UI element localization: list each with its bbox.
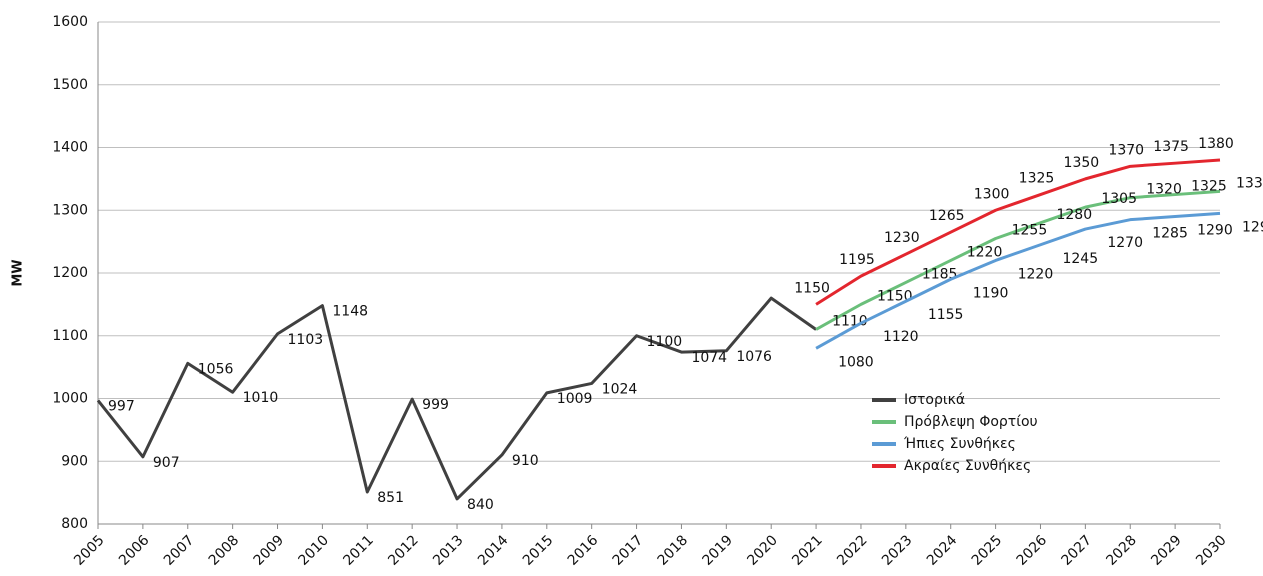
data-label: 1148 xyxy=(332,304,368,320)
data-label: 1155 xyxy=(928,307,964,323)
y-tick-label: 1300 xyxy=(52,202,88,218)
data-label: 1320 xyxy=(1146,182,1182,198)
data-label: 1380 xyxy=(1198,136,1234,152)
data-label: 1325 xyxy=(1019,171,1055,187)
data-label: 1300 xyxy=(974,186,1010,202)
data-label: 1325 xyxy=(1191,179,1227,195)
x-tick-label: 2026 xyxy=(1014,532,1051,569)
data-label: 1074 xyxy=(691,350,727,366)
y-tick-label: 800 xyxy=(61,516,88,532)
legend-label: Ιστορικά xyxy=(904,392,965,408)
data-label: 1120 xyxy=(883,329,919,345)
data-label: 1103 xyxy=(288,332,324,348)
y-tick-label: 1500 xyxy=(52,77,88,93)
data-label: 1185 xyxy=(922,266,958,282)
data-label: 1350 xyxy=(1064,155,1100,171)
y-tick-label: 1200 xyxy=(52,265,88,281)
x-tick-label: 2019 xyxy=(699,532,736,569)
data-label: 1230 xyxy=(884,230,920,246)
x-tick-label: 2007 xyxy=(161,532,198,569)
series-line xyxy=(815,211,1221,350)
x-tick-label: 2030 xyxy=(1193,532,1230,569)
x-tick-label: 2027 xyxy=(1059,532,1096,569)
data-label: 1280 xyxy=(1056,207,1092,223)
data-label: 851 xyxy=(377,490,404,506)
data-label: 1255 xyxy=(1012,222,1048,238)
data-label: 1080 xyxy=(838,354,874,370)
data-label: 1024 xyxy=(602,381,638,397)
data-label: 910 xyxy=(512,453,539,469)
x-tick-label: 2008 xyxy=(206,532,243,569)
x-tick-label: 2009 xyxy=(251,532,288,569)
data-label: 907 xyxy=(153,455,180,471)
legend-label: Ακραίες Συνθήκες xyxy=(904,458,1031,474)
data-label: 1375 xyxy=(1153,139,1189,155)
y-tick-label: 1100 xyxy=(52,328,88,344)
legend-label: Πρόβλεψη Φορτίου xyxy=(904,414,1038,430)
data-label: 1150 xyxy=(794,280,830,296)
y-tick-label: 1400 xyxy=(52,140,88,156)
data-label: 1265 xyxy=(929,208,965,224)
data-label: 1056 xyxy=(198,361,234,377)
x-tick-label: 2011 xyxy=(340,532,377,569)
y-tick-label: 900 xyxy=(61,453,88,469)
data-label: 1270 xyxy=(1107,235,1143,251)
x-tick-label: 2028 xyxy=(1103,532,1140,569)
data-label: 1220 xyxy=(967,244,1003,260)
x-tick-label: 2024 xyxy=(924,532,961,569)
series-line xyxy=(815,158,1221,306)
x-tick-label: 2022 xyxy=(834,532,871,569)
x-tick-label: 2016 xyxy=(565,532,602,569)
x-tick-label: 2005 xyxy=(71,532,108,569)
data-label: 999 xyxy=(422,397,449,413)
x-tick-label: 2013 xyxy=(430,532,467,569)
data-label: 1220 xyxy=(1018,266,1054,282)
data-label: 1195 xyxy=(839,252,875,268)
data-label: 1190 xyxy=(973,285,1009,301)
x-tick-label: 2029 xyxy=(1148,532,1185,569)
data-label: 1285 xyxy=(1152,226,1188,242)
x-tick-label: 2014 xyxy=(475,532,512,569)
legend-label: Ήπιες Συνθήκες xyxy=(903,436,1016,452)
data-label: 1009 xyxy=(557,391,593,407)
data-label: 1100 xyxy=(647,334,683,350)
x-tick-label: 2015 xyxy=(520,532,557,569)
x-tick-label: 2010 xyxy=(296,532,333,569)
data-label: 840 xyxy=(467,497,494,513)
data-label: 1150 xyxy=(877,288,913,304)
data-label: 1370 xyxy=(1108,142,1144,158)
x-tick-label: 2021 xyxy=(789,532,826,569)
y-axis-label: MW xyxy=(11,259,26,286)
x-tick-label: 2017 xyxy=(610,532,647,569)
x-tick-label: 2023 xyxy=(879,532,916,569)
data-label: 1305 xyxy=(1101,191,1137,207)
x-tick-label: 2012 xyxy=(385,532,422,569)
series-line xyxy=(96,296,817,501)
x-tick-label: 2018 xyxy=(655,532,692,569)
data-label: 1290 xyxy=(1197,223,1233,239)
data-label: 997 xyxy=(108,398,135,414)
x-tick-label: 2020 xyxy=(744,532,781,569)
x-tick-label: 2025 xyxy=(969,532,1006,569)
y-tick-label: 1600 xyxy=(52,14,88,30)
series-line xyxy=(815,189,1221,331)
data-label: 1010 xyxy=(243,390,279,406)
data-label: 1330 xyxy=(1236,175,1263,191)
data-label: 1245 xyxy=(1062,251,1098,267)
x-tick-label: 2006 xyxy=(116,532,153,569)
data-label: 1076 xyxy=(736,349,772,365)
data-label: 1295 xyxy=(1242,219,1263,235)
y-tick-label: 1000 xyxy=(52,391,88,407)
